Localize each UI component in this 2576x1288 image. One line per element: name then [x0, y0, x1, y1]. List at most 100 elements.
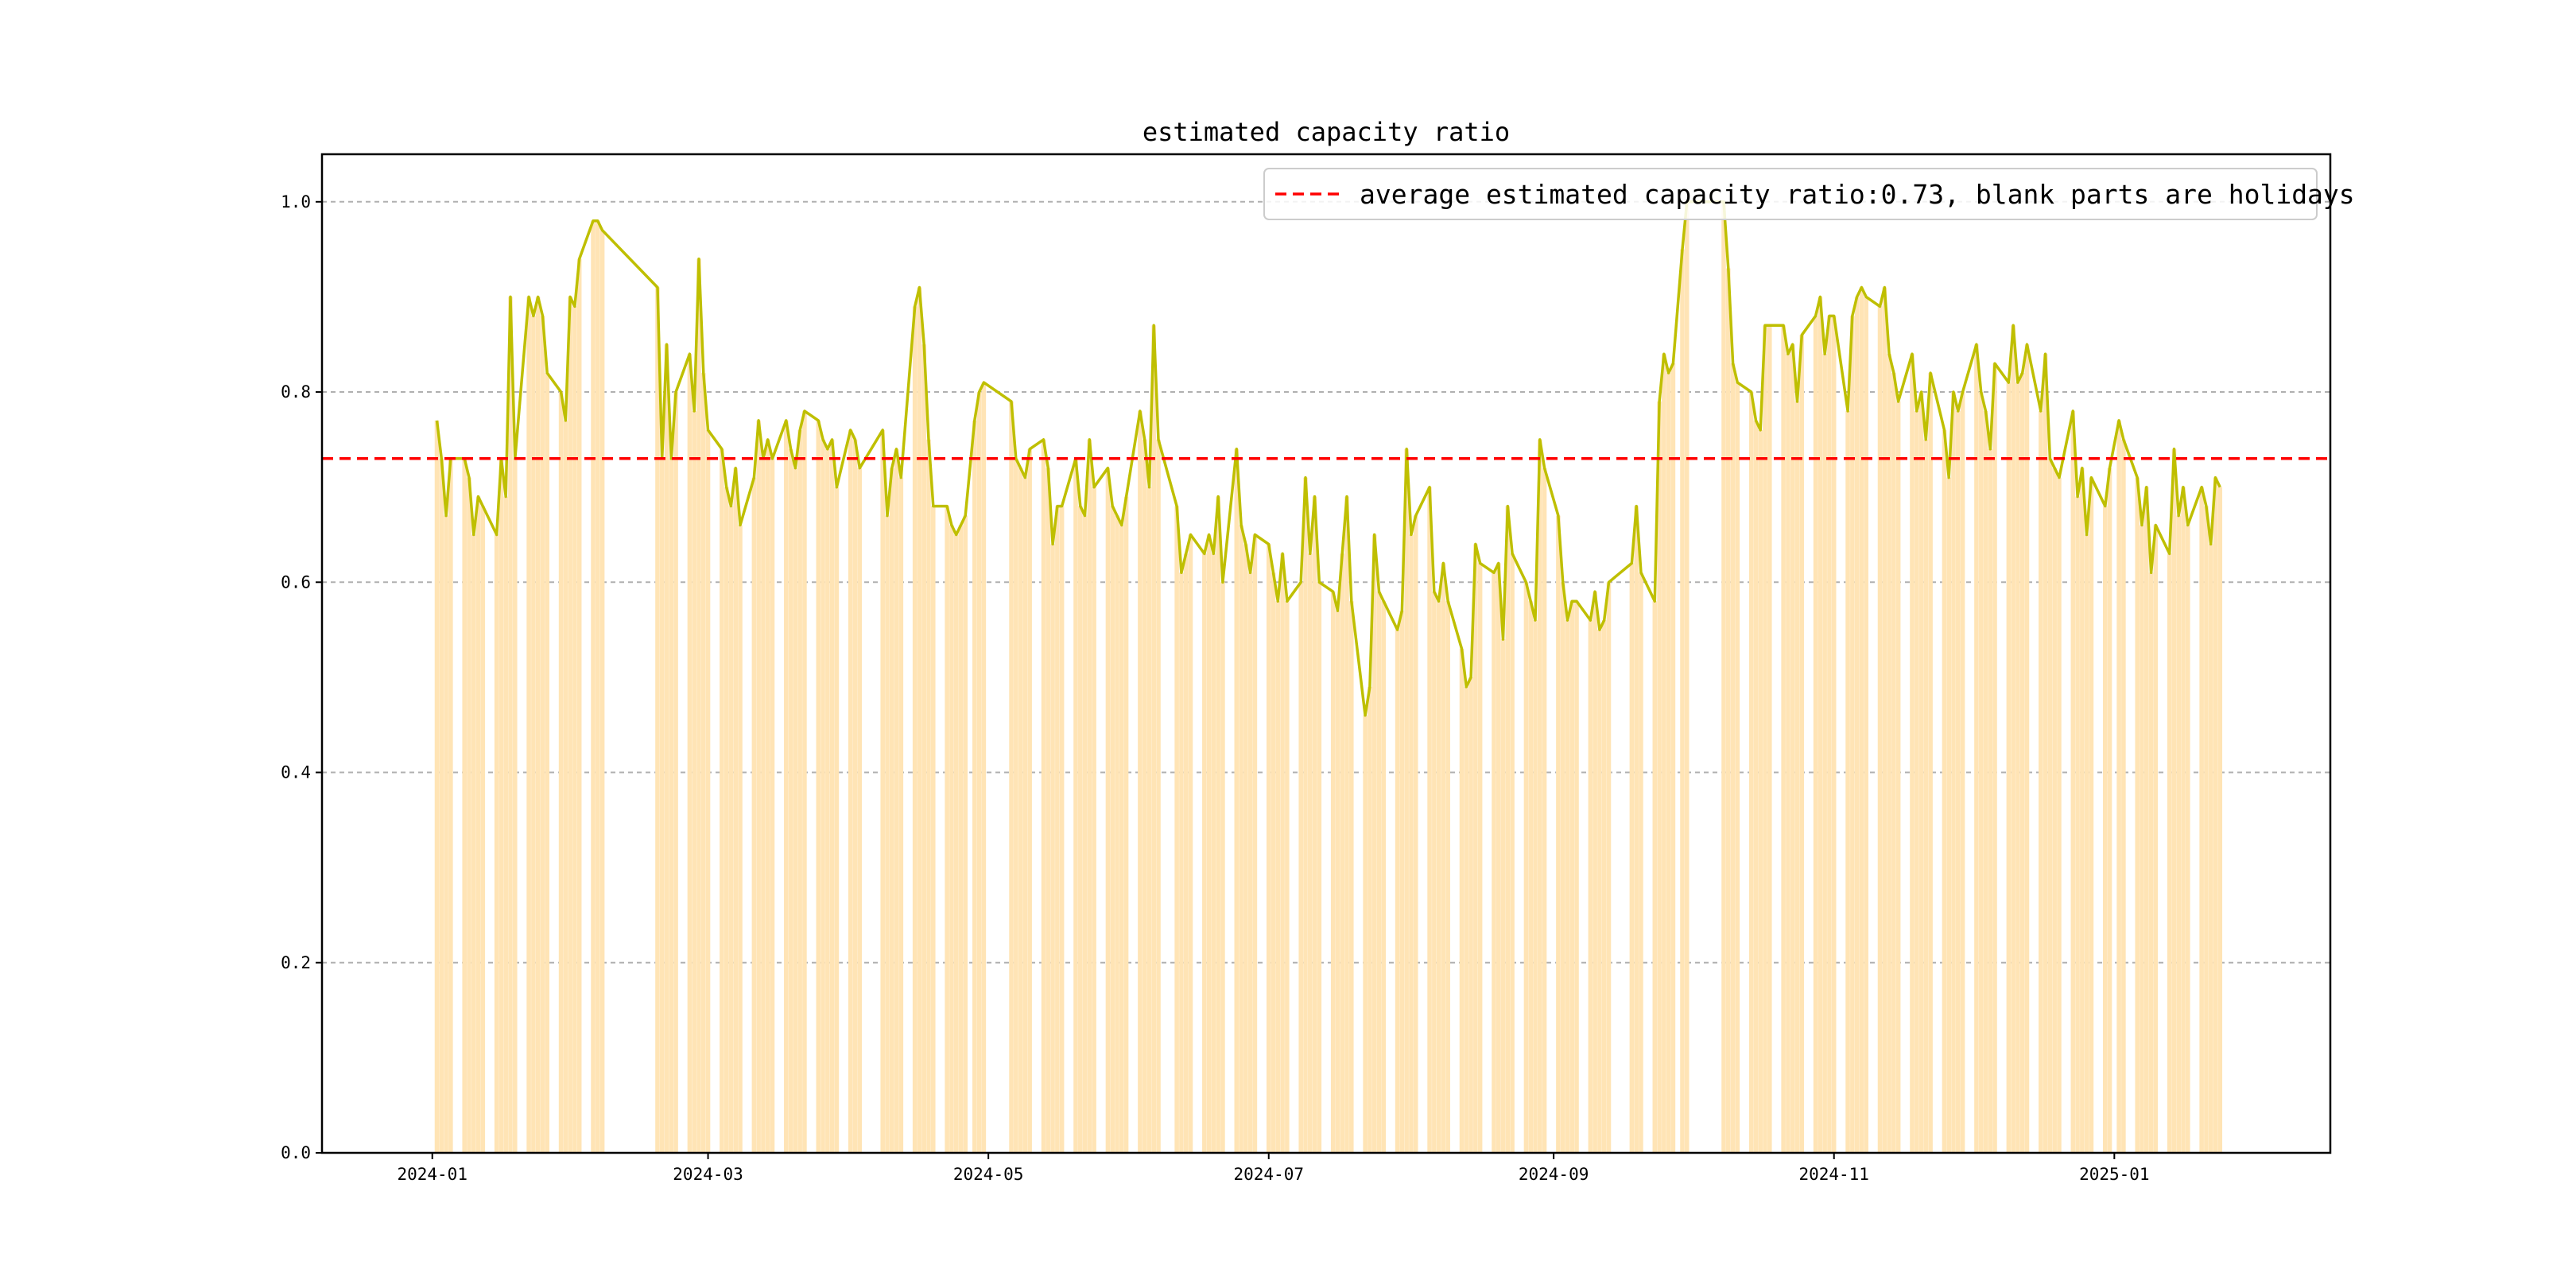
bar	[1266, 544, 1271, 1153]
bar	[1794, 402, 1800, 1153]
bar	[1022, 477, 1028, 1153]
bar	[1275, 601, 1281, 1153]
bar	[1992, 363, 1997, 1154]
bar	[848, 429, 853, 1153]
bar	[434, 420, 440, 1153]
bar	[1978, 392, 1984, 1153]
bar	[687, 354, 692, 1153]
bar	[1464, 686, 1469, 1153]
bar	[1202, 553, 1207, 1153]
bar	[2024, 344, 2030, 1153]
bar	[1831, 316, 1837, 1153]
bar	[852, 439, 858, 1153]
bar	[1845, 410, 1850, 1153]
bar	[1799, 335, 1805, 1154]
bar	[2075, 496, 2080, 1153]
bar	[981, 382, 987, 1154]
bar	[1014, 458, 1018, 1153]
bar	[1340, 553, 1345, 1153]
bar	[2217, 487, 2223, 1153]
bar	[1528, 601, 1533, 1153]
bar	[2204, 506, 2209, 1153]
bar	[1477, 563, 1483, 1153]
bar	[720, 448, 724, 1153]
bar	[953, 534, 959, 1153]
bar	[1046, 467, 1051, 1153]
bar	[2153, 525, 2159, 1153]
bar	[1657, 402, 1662, 1153]
bar	[439, 458, 444, 1153]
bar	[1767, 325, 1772, 1153]
bar	[1473, 544, 1478, 1153]
bar	[1786, 354, 1790, 1153]
bar	[1895, 402, 1901, 1153]
bar	[1436, 601, 1441, 1153]
bar	[976, 392, 982, 1153]
bar	[1110, 506, 1115, 1153]
bar	[696, 258, 701, 1154]
bar	[1538, 439, 1542, 1153]
bar	[770, 458, 775, 1153]
bar	[655, 287, 660, 1153]
bar	[1496, 563, 1501, 1153]
bar	[765, 439, 770, 1153]
bar	[1009, 402, 1014, 1153]
bar	[2148, 572, 2154, 1153]
y-tick-label: 0.0	[281, 1143, 311, 1162]
bar	[1753, 420, 1759, 1153]
bar	[1211, 553, 1216, 1153]
bar	[2144, 487, 2149, 1153]
bar	[912, 306, 918, 1153]
bar	[1492, 572, 1496, 1153]
bar	[1505, 506, 1511, 1153]
bar	[568, 297, 572, 1153]
bar	[508, 297, 513, 1153]
bar	[802, 410, 807, 1153]
bar	[2047, 458, 2053, 1153]
bar	[1073, 458, 1078, 1153]
bar	[471, 534, 476, 1153]
bar	[1220, 582, 1225, 1153]
bar	[1087, 439, 1092, 1153]
bar	[1151, 325, 1157, 1153]
bar	[1349, 601, 1354, 1153]
bar	[2121, 439, 2126, 1153]
bar	[1427, 487, 1432, 1153]
bar	[945, 506, 949, 1153]
bar	[1942, 429, 1947, 1153]
bar	[480, 506, 486, 1153]
bar	[1018, 467, 1023, 1153]
bar	[816, 420, 821, 1153]
bar	[700, 373, 706, 1154]
bar	[444, 515, 448, 1153]
bar	[659, 458, 665, 1153]
bar	[1887, 354, 1891, 1153]
bar	[728, 506, 734, 1153]
bar	[2057, 477, 2062, 1153]
bar	[889, 467, 894, 1153]
bar	[1059, 506, 1065, 1153]
bar	[1523, 582, 1529, 1153]
bar	[1763, 325, 1767, 1153]
bar	[829, 439, 835, 1153]
bar	[1252, 534, 1258, 1153]
bar	[1174, 506, 1179, 1153]
bar	[1983, 410, 1988, 1153]
x-tick-label: 2024-03	[673, 1165, 743, 1184]
bar	[751, 477, 757, 1153]
bar	[1239, 525, 1243, 1153]
bar	[1363, 715, 1368, 1153]
bar	[2015, 382, 2020, 1154]
bar	[926, 439, 931, 1153]
bar	[1758, 429, 1763, 1153]
bar	[1119, 525, 1124, 1153]
bar	[1556, 515, 1561, 1153]
bar	[1988, 448, 1993, 1153]
bar	[2039, 410, 2043, 1153]
bar	[462, 458, 467, 1153]
bar	[797, 429, 802, 1153]
bar	[503, 496, 508, 1153]
x-tick-label: 2024-01	[397, 1165, 467, 1184]
bar	[526, 297, 531, 1153]
bar	[1077, 506, 1083, 1153]
